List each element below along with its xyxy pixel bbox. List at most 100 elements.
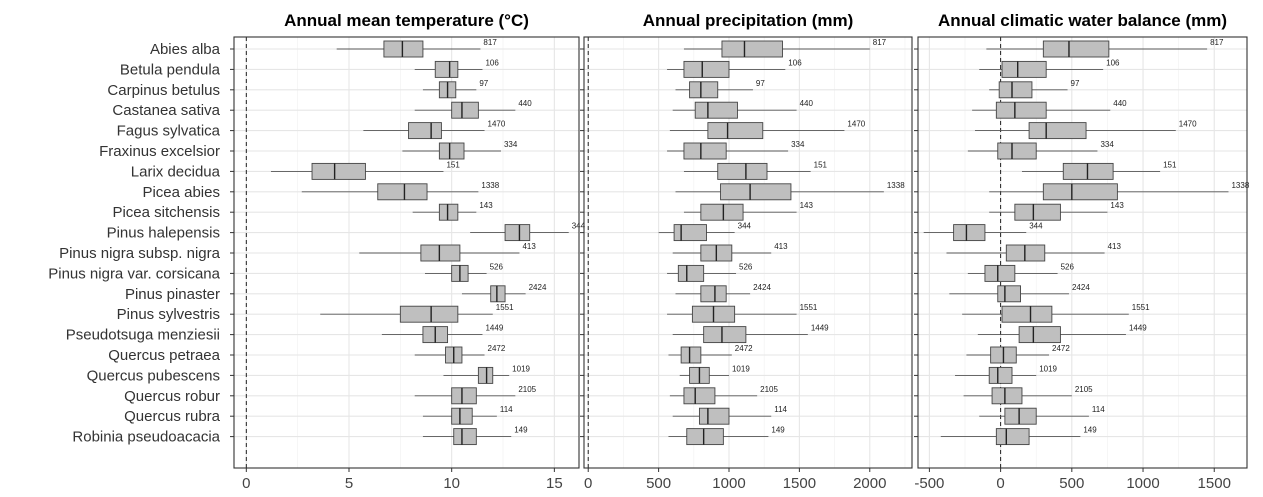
sample-size-label: 1019 bbox=[732, 364, 750, 373]
iqr-box bbox=[707, 122, 764, 140]
sample-size-label: 334 bbox=[1100, 140, 1114, 149]
boxplot-picea-sitchensis: 143 bbox=[989, 201, 1124, 221]
boxplot-castanea-sativa: 440 bbox=[672, 99, 813, 119]
iqr-box bbox=[720, 183, 792, 201]
boxplot-quercus-rubra: 114 bbox=[979, 405, 1105, 425]
x-tick-label: 1500 bbox=[783, 475, 816, 492]
iqr-box bbox=[451, 407, 473, 425]
sample-size-label: 143 bbox=[800, 201, 814, 210]
sample-size-label: 1470 bbox=[488, 120, 506, 129]
boxplot-pinus-nigra-subsp-nigra: 413 bbox=[359, 242, 536, 262]
species-label-abies-alba: Abies alba bbox=[150, 41, 221, 58]
boxplot-picea-abies: 1338 bbox=[989, 181, 1250, 201]
x-tick-label: 1500 bbox=[1198, 475, 1231, 492]
panel-water-balance: Annual climatic water balance (mm) 817 10… bbox=[914, 11, 1250, 492]
boxplot-picea-sitchensis: 143 bbox=[412, 201, 493, 221]
sample-size-label: 114 bbox=[774, 405, 787, 414]
boxplot-fraxinus-excelsior: 334 bbox=[667, 140, 805, 160]
species-label-betula-pendula: Betula pendula bbox=[120, 61, 221, 78]
x-tick-label: 5 bbox=[345, 475, 353, 492]
sample-size-label: 1470 bbox=[847, 120, 865, 129]
species-label-larix-decidua: Larix decidua bbox=[131, 163, 221, 180]
iqr-box bbox=[420, 244, 461, 262]
boxplot-quercus-rubra: 114 bbox=[422, 405, 513, 425]
sample-size-label: 2424 bbox=[1072, 283, 1090, 292]
species-label-pinus-nigra-subsp-nigra: Pinus nigra subsp. nigra bbox=[59, 245, 221, 262]
iqr-box bbox=[717, 162, 768, 180]
iqr-box bbox=[399, 305, 459, 323]
boxplot-quercus-robur: 2105 bbox=[414, 385, 537, 405]
boxplot-quercus-petraea: 2472 bbox=[966, 344, 1070, 364]
iqr-box bbox=[703, 326, 747, 344]
sample-size-label: 413 bbox=[1108, 242, 1122, 251]
panel-precipitation: Annual precipitation (mm) 817 106 97 440 147… bbox=[580, 11, 913, 492]
sample-size-label: 1019 bbox=[512, 364, 530, 373]
sample-size-label: 344 bbox=[1029, 222, 1043, 231]
iqr-box bbox=[677, 264, 705, 282]
iqr-box bbox=[698, 407, 730, 425]
x-tick-label: 0 bbox=[996, 475, 1004, 492]
sample-size-label: 1551 bbox=[496, 303, 514, 312]
boxplot-quercus-pubescens: 1019 bbox=[679, 364, 750, 384]
iqr-box bbox=[490, 285, 506, 303]
boxplot-fagus-sylvatica: 1470 bbox=[363, 120, 506, 140]
sample-size-label: 2105 bbox=[1075, 385, 1093, 394]
boxplot-pinus-nigra-subsp-nigra: 413 bbox=[672, 242, 788, 262]
iqr-box bbox=[311, 162, 366, 180]
iqr-box bbox=[683, 60, 730, 78]
x-tick-label: 0 bbox=[584, 475, 592, 492]
boxplot-pinus-sylvestris: 1551 bbox=[320, 303, 514, 323]
boxplot-fagus-sylvatica: 1470 bbox=[974, 120, 1197, 140]
x-tick-label: 0 bbox=[242, 475, 250, 492]
boxplot-larix-decidua: 151 bbox=[270, 160, 460, 180]
boxplot-quercus-pubescens: 1019 bbox=[955, 364, 1058, 384]
boxplot-carpinus-betulus: 97 bbox=[989, 79, 1080, 99]
sample-size-label: 1449 bbox=[1129, 324, 1147, 333]
boxplot-castanea-sativa: 440 bbox=[414, 99, 532, 119]
sample-size-label: 440 bbox=[518, 99, 532, 108]
iqr-box bbox=[689, 81, 719, 99]
x-tick-label: 1000 bbox=[712, 475, 745, 492]
grid-water-balance bbox=[918, 37, 1247, 468]
sample-size-label: 151 bbox=[814, 160, 828, 169]
iqr-box bbox=[683, 142, 727, 160]
sample-size-label: 2424 bbox=[529, 283, 547, 292]
iqr-box bbox=[997, 142, 1037, 160]
panel-temperature: Annual mean temperature (°C) 817 106 97 440… bbox=[230, 11, 586, 492]
boxplot-fagus-sylvatica: 1470 bbox=[669, 120, 866, 140]
sample-size-label: 440 bbox=[1113, 99, 1127, 108]
sample-size-label: 97 bbox=[1071, 79, 1080, 88]
boxplot-pinus-nigra-subsp-nigra: 413 bbox=[946, 242, 1122, 262]
iqr-box bbox=[991, 387, 1023, 405]
boxplot-fraxinus-excelsior: 334 bbox=[967, 140, 1114, 160]
sample-size-label: 526 bbox=[1061, 262, 1075, 271]
species-label-pinus-pinaster: Pinus pinaster bbox=[125, 286, 220, 303]
sample-size-label: 1551 bbox=[800, 303, 818, 312]
species-label-castanea-sativa: Castanea sativa bbox=[112, 102, 220, 119]
iqr-box bbox=[1001, 60, 1047, 78]
iqr-box bbox=[1018, 326, 1061, 344]
boxplot-quercus-rubra: 114 bbox=[672, 405, 788, 425]
boxplot-carpinus-betulus: 97 bbox=[422, 79, 489, 99]
species-label-carpinus-betulus: Carpinus betulus bbox=[107, 82, 220, 99]
iqr-box bbox=[453, 428, 477, 446]
boxplot-pinus-sylvestris: 1551 bbox=[667, 303, 818, 323]
species-label-pseudotsuga-menziesii: Pseudotsuga menziesii bbox=[66, 327, 220, 344]
x-tick-label: 2000 bbox=[853, 475, 886, 492]
boxplot-betula-pendula: 106 bbox=[414, 58, 499, 78]
species-labels: Abies alba Betula pendula Carpinus betulus… bbox=[48, 41, 220, 446]
sample-size-label: 1551 bbox=[1132, 303, 1150, 312]
sample-size-label: 149 bbox=[1083, 426, 1097, 435]
sample-size-label: 143 bbox=[1110, 201, 1124, 210]
boxplot-robinia-pseudoacacia: 149 bbox=[422, 426, 528, 446]
sample-size-label: 114 bbox=[500, 405, 513, 414]
iqr-box bbox=[998, 81, 1033, 99]
iqr-box bbox=[1005, 244, 1046, 262]
sample-size-label: 151 bbox=[1163, 160, 1177, 169]
boxplot-betula-pendula: 106 bbox=[667, 58, 802, 78]
iqr-box bbox=[680, 346, 702, 364]
sample-size-label: 97 bbox=[479, 79, 488, 88]
species-label-picea-sitchensis: Picea sitchensis bbox=[112, 204, 220, 221]
iqr-box bbox=[721, 40, 783, 58]
